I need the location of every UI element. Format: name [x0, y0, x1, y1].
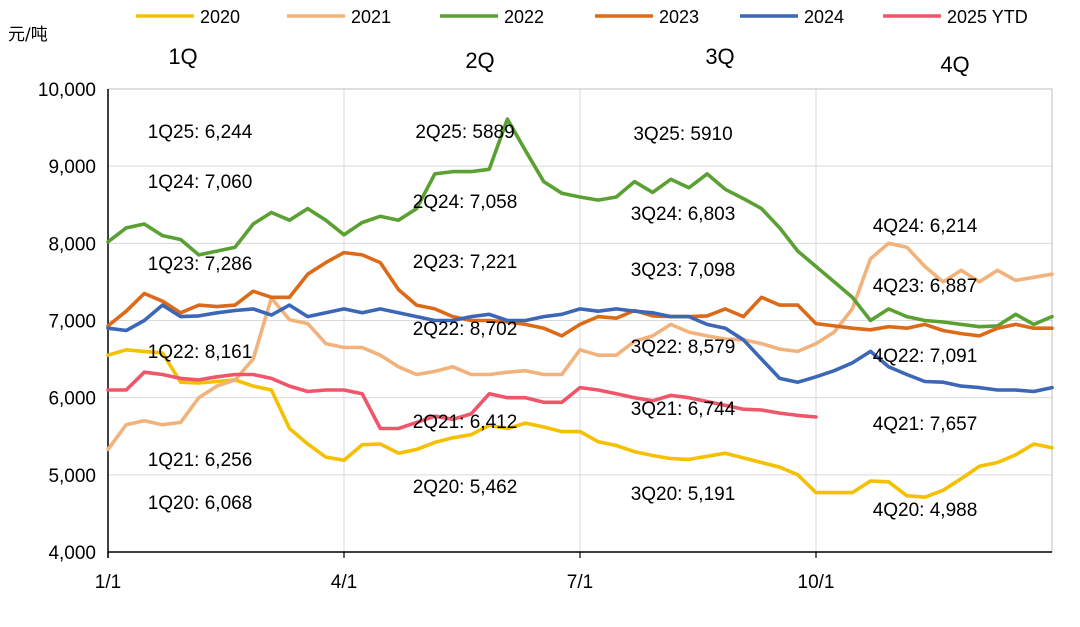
- series-lines: [106, 117, 1054, 499]
- annotation-1q25: 1Q25: 6,244: [148, 122, 253, 143]
- legend: 2020 2021 2022 2023 2024 2025 YTD: [136, 7, 1028, 27]
- annotation-4q20: 4Q20: 4,988: [873, 500, 978, 521]
- x-tick-labels: 1/1 4/1 7/1 10/1: [95, 552, 835, 593]
- y-tick-label: 4,000: [48, 543, 96, 564]
- y-tick-label: 10,000: [38, 80, 96, 101]
- annotation-2q21: 2Q21: 6,412: [413, 412, 518, 433]
- annotation-1q24: 1Q24: 7,060: [148, 172, 253, 193]
- x-tick-label: 10/1: [798, 572, 835, 593]
- x-tick-label: 1/1: [95, 572, 121, 593]
- y-tick-label: 5,000: [48, 466, 96, 487]
- annotation-3q24: 3Q24: 6,803: [631, 204, 736, 225]
- annotation-4q24: 4Q24: 6,214: [873, 216, 978, 237]
- annotations: 1Q25: 6,244 1Q24: 7,060 1Q23: 7,286 1Q22: 8…: [148, 122, 978, 521]
- annotation-2q23: 2Q23: 7,221: [413, 252, 518, 273]
- annotation-2q20: 2Q20: 5,462: [413, 477, 518, 498]
- annotation-4q22: 4Q22: 7,091: [873, 346, 978, 367]
- annotation-1q22: 1Q22: 8,161: [148, 342, 253, 363]
- annotation-1q23: 1Q23: 7,286: [148, 254, 253, 275]
- series-line-2022: [106, 117, 1054, 329]
- y-axis-unit-label: 元/吨: [8, 25, 48, 45]
- annotation-3q21: 3Q21: 6,744: [631, 399, 736, 420]
- legend-label-2023: 2023: [659, 7, 699, 27]
- annotation-3q23: 3Q23: 7,098: [631, 260, 736, 281]
- annotation-1q21: 1Q21: 6,256: [148, 450, 253, 471]
- annotation-2q25: 2Q25: 5889: [415, 122, 514, 143]
- y-tick-label: 6,000: [48, 389, 96, 410]
- annotation-3q25: 3Q25: 5910: [633, 124, 732, 145]
- legend-label-2024: 2024: [804, 7, 844, 27]
- series-line-2024: [106, 303, 1054, 394]
- series-line-2020: [106, 348, 1054, 499]
- annotation-2q22: 2Q22: 8,702: [413, 319, 518, 340]
- y-tick-label: 8,000: [48, 234, 96, 255]
- x-tick-label: 4/1: [331, 572, 357, 593]
- series-line-2021: [106, 241, 1054, 452]
- y-tick-labels: 4,000 5,000 6,000 7,000 8,000 9,000 10,000: [38, 80, 96, 564]
- quarter-label-3q: 3Q: [705, 44, 734, 69]
- legend-label-2020: 2020: [200, 7, 240, 27]
- y-tick-label: 7,000: [48, 312, 96, 333]
- annotation-4q23: 4Q23: 6,887: [873, 276, 978, 297]
- annotation-3q22: 3Q22: 8,579: [631, 337, 736, 358]
- annotation-2q24: 2Q24: 7,058: [413, 192, 518, 213]
- annotation-3q20: 3Q20: 5,191: [631, 484, 736, 505]
- annotation-1q20: 1Q20: 6,068: [148, 493, 253, 514]
- legend-label-2022: 2022: [504, 7, 544, 27]
- series-line-2023: [106, 250, 1054, 338]
- legend-label-2025-ytd: 2025 YTD: [947, 7, 1028, 27]
- quarter-labels: 1Q 2Q 3Q 4Q: [168, 44, 969, 77]
- y-tick-label: 9,000: [48, 157, 96, 178]
- annotation-4q21: 4Q21: 7,657: [873, 414, 978, 435]
- series-line-2025-ytd: [106, 370, 818, 431]
- quarter-label-1q: 1Q: [168, 44, 197, 69]
- legend-label-2021: 2021: [351, 7, 391, 27]
- quarter-label-4q: 4Q: [940, 52, 969, 77]
- quarter-label-2q: 2Q: [465, 48, 494, 73]
- x-tick-label: 7/1: [567, 572, 593, 593]
